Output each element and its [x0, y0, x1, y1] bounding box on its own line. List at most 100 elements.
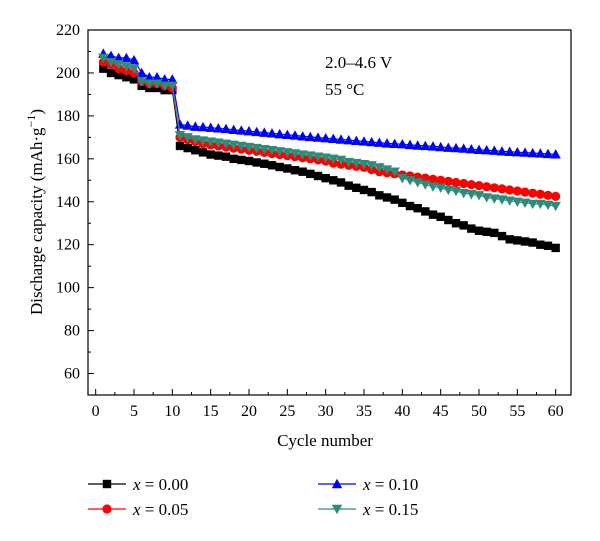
y-tick-label: 160 — [56, 151, 80, 168]
data-point — [266, 146, 278, 156]
data-point — [398, 198, 407, 208]
data-point — [466, 190, 477, 200]
data-point — [175, 141, 185, 151]
x-tick-label: 55 — [509, 403, 525, 420]
data-point — [550, 149, 561, 159]
data-point — [520, 187, 530, 197]
data-point — [214, 151, 223, 160]
y-tick-label: 200 — [56, 65, 80, 82]
data-point — [174, 119, 186, 129]
data-point — [213, 123, 224, 133]
data-point — [220, 139, 232, 149]
data-point — [358, 136, 370, 146]
annotation-temperature: 55 °C — [325, 80, 364, 99]
data-point — [236, 141, 247, 152]
legend-marker — [102, 479, 112, 489]
y-tick-label: 100 — [56, 280, 80, 297]
data-point — [528, 238, 537, 247]
data-point — [443, 142, 454, 152]
data-point — [290, 166, 300, 175]
series-layer — [98, 48, 561, 253]
data-point — [512, 146, 523, 157]
data-point — [443, 185, 454, 196]
data-point — [305, 151, 316, 161]
data-point — [490, 228, 499, 238]
data-point — [321, 173, 330, 183]
data-point — [466, 179, 476, 190]
data-point — [381, 138, 393, 148]
data-point — [542, 148, 554, 159]
data-point — [366, 136, 377, 147]
x-tick-label: 40 — [394, 403, 410, 420]
data-point — [519, 198, 531, 209]
data-point — [551, 191, 561, 201]
data-point — [389, 138, 400, 148]
x-tick-label: 60 — [548, 403, 564, 420]
data-point — [198, 148, 208, 157]
data-point — [405, 201, 415, 211]
y-tick-label: 180 — [56, 108, 80, 125]
data-point — [397, 139, 408, 149]
legend-item: x = 0.10 — [318, 475, 418, 494]
data-point — [252, 158, 261, 167]
data-point — [481, 145, 492, 155]
data-point — [320, 153, 331, 163]
data-point — [260, 159, 269, 168]
data-point — [352, 183, 361, 193]
data-point — [389, 167, 400, 177]
data-point — [113, 52, 124, 63]
data-point — [136, 67, 147, 78]
x-tick-label: 35 — [356, 403, 372, 420]
data-point — [489, 194, 500, 204]
data-point — [283, 164, 292, 173]
x-tick-label: 10 — [164, 403, 180, 420]
data-point — [289, 149, 301, 159]
data-point — [358, 159, 370, 170]
data-point — [343, 157, 354, 168]
x-tick-label: 15 — [203, 403, 219, 420]
data-point — [482, 182, 492, 192]
data-point — [497, 184, 507, 194]
data-point — [98, 53, 109, 64]
data-point — [236, 125, 247, 135]
data-point — [504, 196, 515, 206]
data-point — [167, 81, 178, 92]
data-point — [459, 178, 469, 189]
data-point — [306, 169, 315, 179]
legend-marker — [331, 504, 343, 515]
data-point — [144, 72, 155, 82]
data-point — [297, 131, 308, 141]
data-point — [512, 197, 523, 207]
data-point — [259, 144, 270, 155]
data-point — [191, 146, 200, 155]
data-point — [520, 237, 530, 246]
data-point — [375, 191, 384, 200]
data-point — [213, 138, 224, 148]
axis-ticks: 0 5 10 15 20 25 30 35 40 45 50 55 60 60 80 100 120 140 160… — [56, 22, 564, 420]
y-tick-label: 120 — [56, 237, 80, 254]
data-point — [328, 154, 339, 165]
legend-item: x = 0.05 — [88, 500, 188, 519]
data-point — [312, 152, 324, 162]
legend-label: x = 0.00 — [132, 475, 188, 494]
data-point — [428, 210, 438, 219]
data-point — [458, 188, 469, 199]
data-point — [305, 131, 316, 142]
data-point — [159, 74, 170, 84]
data-point — [228, 124, 239, 135]
data-point — [428, 174, 438, 184]
data-point — [542, 200, 554, 211]
y-tick-label: 60 — [64, 366, 80, 383]
data-point — [105, 50, 117, 60]
y-axis-title: Discharge capacity (mAh·g−1) — [24, 109, 46, 315]
legend-label: x = 0.15 — [362, 500, 418, 519]
x-tick-label: 50 — [471, 403, 487, 420]
data-point — [473, 144, 485, 155]
data-point — [512, 186, 522, 196]
series-3 — [98, 53, 561, 212]
data-point — [298, 167, 307, 176]
legend-item: x = 0.00 — [88, 475, 188, 494]
annotation-voltage: 2.0–4.6 V — [325, 53, 393, 72]
data-point — [274, 128, 285, 139]
